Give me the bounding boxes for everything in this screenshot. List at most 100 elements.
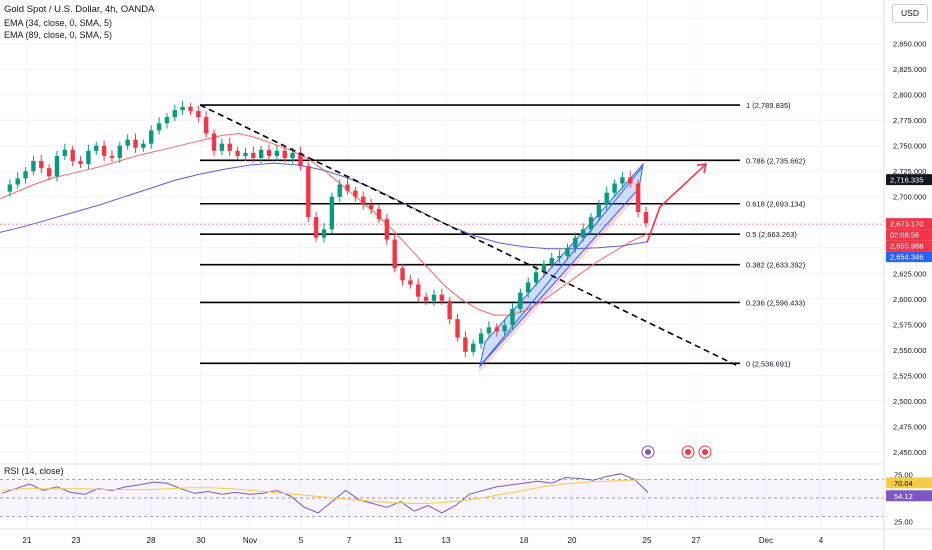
x-tick-label: 18	[520, 536, 529, 545]
candle-body	[533, 272, 539, 283]
candle-body	[494, 327, 499, 332]
candle-body	[133, 139, 138, 148]
candle-body	[298, 152, 303, 167]
candle-body	[486, 327, 492, 334]
candle-body	[596, 204, 602, 218]
candle-body	[164, 117, 170, 124]
price-label-box	[886, 174, 932, 186]
y-tick-label: 2,825.000	[893, 65, 926, 74]
y-tick-label: 2,800.000	[893, 91, 926, 100]
projection-arrow	[646, 163, 708, 243]
candle-body	[376, 208, 382, 220]
candle-body	[54, 155, 60, 177]
candle-body	[31, 161, 36, 172]
candle-body	[620, 177, 625, 184]
rsi-legend[interactable]: RSI (14, close)	[4, 466, 64, 476]
candle-body	[628, 177, 633, 184]
y-tick-label: 2,525.000	[893, 371, 926, 380]
candle-body	[447, 300, 452, 320]
candle-body	[345, 184, 350, 191]
fib-label: 0.236 (2,596.433)	[746, 298, 806, 307]
y-tick-label: 2,475.000	[893, 422, 926, 431]
candle-body	[15, 178, 20, 185]
y-tick-label: 2,600.000	[893, 295, 926, 304]
candle-body	[463, 337, 468, 352]
price-label-box	[886, 218, 932, 230]
currency-button[interactable]: USD	[892, 4, 928, 23]
candle-body	[321, 229, 327, 238]
candle-body	[392, 239, 397, 269]
candle-body	[243, 152, 248, 156]
price-label: 2,655.988	[890, 242, 923, 251]
arrow-line	[646, 163, 707, 243]
candle-body	[478, 333, 484, 344]
candle-body	[525, 282, 531, 293]
fib-label: 0 (2,536.691)	[746, 359, 791, 368]
x-tick-label: Nov	[243, 536, 257, 545]
candle-body	[557, 255, 562, 258]
x-tick-label: 4	[819, 536, 824, 545]
ema89-legend[interactable]: EMA (89, close, 0, SMA, 5)	[4, 30, 113, 40]
x-tick-label: 27	[692, 536, 701, 545]
x-tick-label: 5	[299, 536, 304, 545]
candle-body	[282, 150, 287, 158]
candle-body	[510, 308, 515, 326]
candle-body	[117, 145, 123, 158]
candle-body	[361, 196, 366, 205]
y-tick-label: 2,700.000	[893, 193, 926, 202]
chart-title[interactable]: Gold Spot / U.S. Dollar, 4h, OANDA	[4, 4, 155, 15]
candle-body	[368, 204, 374, 209]
y-tick-label: 2,750.000	[893, 142, 926, 151]
us-flag-icon-dot	[685, 449, 691, 455]
y-tick-label: 2,450.000	[893, 448, 926, 457]
fib-levels: 1 (2,789.835) 0.786 (2,735.662) 0.618 (2,6…	[200, 101, 806, 368]
fib-label: 0.618 (2,693.134)	[746, 200, 806, 209]
candle-body	[612, 183, 617, 193]
candle-body	[266, 149, 272, 156]
x-tick-label: Dec	[759, 536, 773, 545]
candle-body	[227, 143, 232, 151]
fib-label: 0.5 (2,663.263)	[746, 230, 797, 239]
candle-body	[101, 145, 107, 156]
candle-body	[290, 152, 295, 158]
candle-body	[180, 106, 185, 111]
rsi-value-box	[886, 490, 932, 502]
ema34-legend[interactable]: EMA (34, close, 0, SMA, 5)	[4, 18, 113, 28]
price-label: 2,673.170	[890, 220, 923, 229]
candle-body	[23, 171, 28, 179]
candle-body	[274, 150, 280, 156]
y-tick-label: 2,625.000	[893, 269, 926, 278]
candle-body	[203, 117, 209, 134]
flash-event-icon-dot	[645, 449, 651, 455]
candle-body	[94, 145, 99, 151]
candle-body	[541, 264, 547, 273]
price-label: 2,716.335	[890, 176, 923, 185]
candle-body	[46, 168, 52, 177]
x-tick-label: 28	[147, 536, 156, 545]
candle-body	[423, 296, 429, 301]
candle-body	[211, 133, 217, 151]
channel-lower	[478, 188, 639, 375]
x-tick-label: 23	[72, 536, 81, 545]
rsi-line	[1, 473, 649, 514]
candle-body	[408, 280, 413, 285]
candle-body	[125, 139, 130, 146]
price-label-box	[886, 251, 932, 263]
candle-body	[39, 161, 44, 169]
candle-body	[251, 152, 256, 158]
time-axis[interactable]: 21 23 28 30 Nov 5 7 11 13 18 20 25 27 Dec 4	[23, 536, 824, 545]
candles	[7, 100, 649, 357]
event-icons[interactable]	[641, 445, 712, 459]
y-tick-label: 2,500.000	[893, 397, 926, 406]
y-tick-label: 2,550.000	[893, 346, 926, 355]
x-tick-label: 13	[442, 536, 451, 545]
ema89-line	[0, 162, 649, 250]
candle-body	[471, 343, 476, 352]
candle-body	[258, 149, 264, 158]
price-label: 02:08:56	[890, 231, 919, 240]
candle-body	[518, 292, 523, 309]
candle-body	[565, 247, 570, 256]
candle-body	[62, 149, 68, 156]
